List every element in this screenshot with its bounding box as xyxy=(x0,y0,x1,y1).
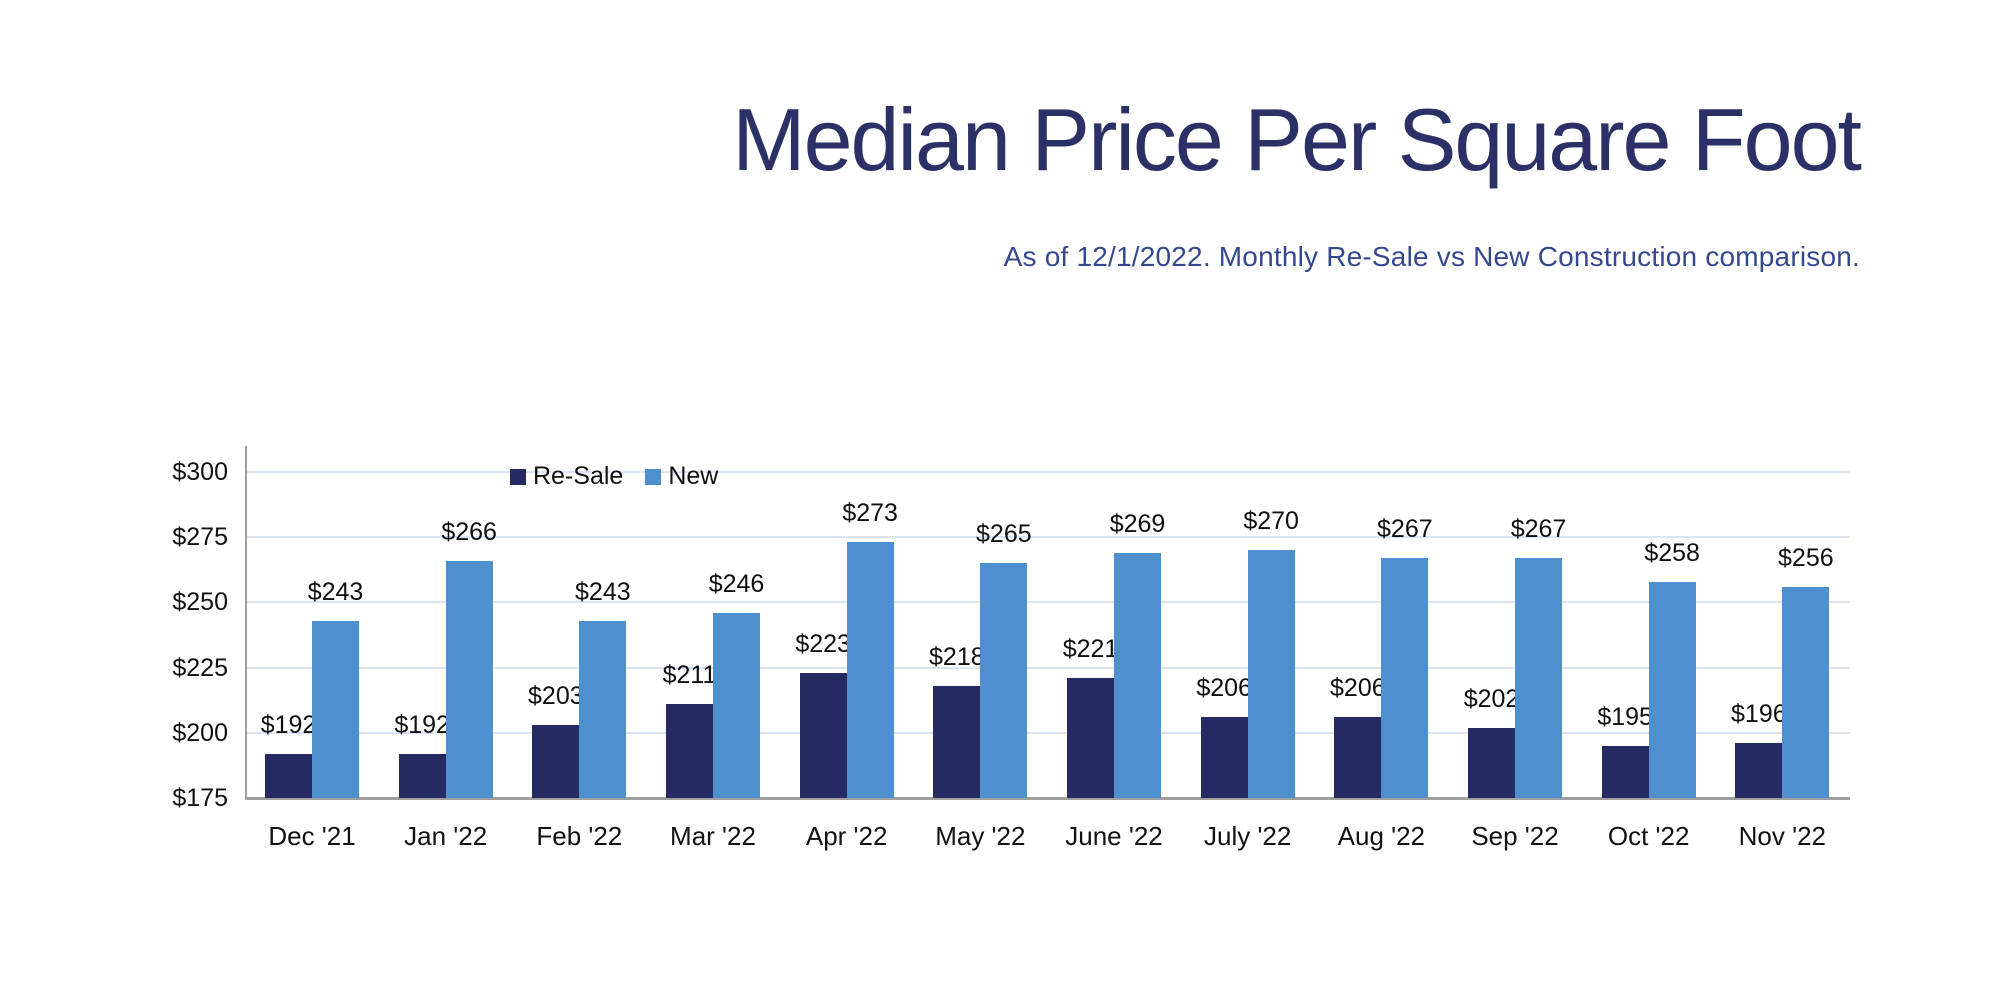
chart-header: Median Price Per Square Foot As of 12/1/… xyxy=(732,90,1862,273)
bar-value-label: $243 xyxy=(575,577,631,606)
legend-swatch-icon xyxy=(510,468,526,485)
bar-value-label: $206 xyxy=(1196,674,1252,703)
legend-swatch-icon xyxy=(645,468,662,485)
bar-new-11 xyxy=(1648,581,1696,798)
gridline-250 xyxy=(246,601,1850,604)
bar-new-3 xyxy=(579,620,627,798)
x-axis-category-label: Nov '22 xyxy=(1738,821,1826,851)
bar-value-label: $273 xyxy=(842,499,898,528)
gridline-225 xyxy=(246,666,1850,669)
bar-value-label: $195 xyxy=(1597,702,1653,731)
y-axis-tick-label: $200 xyxy=(172,718,228,747)
bar-resale-6 xyxy=(933,685,981,798)
bar-resale-3 xyxy=(532,724,580,798)
bar-value-label: $269 xyxy=(1109,509,1166,538)
bar-value-label: $203 xyxy=(528,681,584,710)
bar-resale-7 xyxy=(1067,678,1114,798)
bar-resale-5 xyxy=(799,672,847,798)
legend-item-resale: Re-Sale xyxy=(510,464,623,489)
bar-resale-1 xyxy=(265,753,312,798)
bar-new-10 xyxy=(1515,558,1562,798)
gridline-300 xyxy=(246,471,1850,473)
chart-legend: Re-Sale New xyxy=(510,464,718,489)
x-axis-category-label: June '22 xyxy=(1065,821,1163,851)
x-axis-line xyxy=(246,797,1850,800)
y-axis-tick-label: $225 xyxy=(172,653,228,682)
bar-value-label: $211 xyxy=(662,661,717,690)
bar-resale-11 xyxy=(1601,745,1649,798)
y-axis-tick-label: $175 xyxy=(172,784,228,812)
y-axis-tick-label: $300 xyxy=(172,458,228,486)
bar-value-label: $221 xyxy=(1062,635,1119,664)
x-axis-category-label: Sep '22 xyxy=(1471,821,1559,851)
chart-title: Median Price Per Square Foot xyxy=(732,90,1862,189)
bar-value-label: $206 xyxy=(1330,674,1386,703)
bar-new-8 xyxy=(1247,550,1295,798)
bar-value-label: $196 xyxy=(1731,700,1787,729)
bar-resale-12 xyxy=(1735,743,1783,798)
x-axis-category-label: Mar '22 xyxy=(670,821,756,851)
bar-value-label: $267 xyxy=(1510,515,1567,544)
legend-item-new: New xyxy=(645,464,718,489)
bar-value-label: $270 xyxy=(1243,507,1299,536)
bar-value-label: $256 xyxy=(1778,543,1834,572)
y-axis-tick-label: $250 xyxy=(172,588,228,617)
x-axis-category-label: Feb '22 xyxy=(536,821,623,851)
legend-label: New xyxy=(668,462,719,490)
bar-new-7 xyxy=(1114,552,1161,798)
bar-value-label: $258 xyxy=(1644,538,1700,567)
bar-resale-2 xyxy=(398,753,446,798)
x-axis-category-label: Aug '22 xyxy=(1337,821,1426,851)
x-axis-category-label: Dec '21 xyxy=(268,821,356,851)
chart-subtitle: As of 12/1/2022. Monthly Re-Sale vs New … xyxy=(1003,241,1860,272)
bar-new-6 xyxy=(980,563,1028,798)
bar-new-4 xyxy=(713,612,760,798)
gridline-275 xyxy=(246,536,1850,539)
bar-resale-10 xyxy=(1468,727,1515,798)
gridline-200 xyxy=(246,731,1850,734)
bar-resale-4 xyxy=(666,704,713,798)
bar-value-label: $265 xyxy=(976,520,1032,549)
bar-new-12 xyxy=(1782,586,1830,798)
x-axis-category-label: Oct '22 xyxy=(1607,821,1690,851)
bar-value-label: $192 xyxy=(394,710,450,739)
legend-label: Re-Sale xyxy=(533,462,624,490)
bar-value-label: $243 xyxy=(307,577,364,606)
bar-new-2 xyxy=(445,560,493,798)
bar-resale-9 xyxy=(1334,717,1382,798)
x-axis-category-label: Jan '22 xyxy=(404,821,488,851)
bar-value-label: $218 xyxy=(929,642,985,671)
x-axis-category-label: July '22 xyxy=(1203,821,1292,851)
x-axis-category-label: May '22 xyxy=(935,821,1026,851)
bar-resale-8 xyxy=(1200,717,1248,798)
bar-new-5 xyxy=(846,542,894,798)
bar-new-9 xyxy=(1381,558,1429,798)
y-axis-tick-label: $275 xyxy=(172,523,228,552)
x-axis-category-label: Apr '22 xyxy=(805,821,888,851)
bar-value-label: $267 xyxy=(1377,515,1433,544)
bar-value-label: $192 xyxy=(260,710,317,739)
y-axis-line xyxy=(245,446,247,800)
bar-value-label: $223 xyxy=(795,629,851,658)
bar-value-label: $266 xyxy=(441,517,497,546)
bar-new-1 xyxy=(312,620,359,798)
bar-value-label: $246 xyxy=(708,569,765,598)
bar-value-label: $202 xyxy=(1463,684,1520,713)
